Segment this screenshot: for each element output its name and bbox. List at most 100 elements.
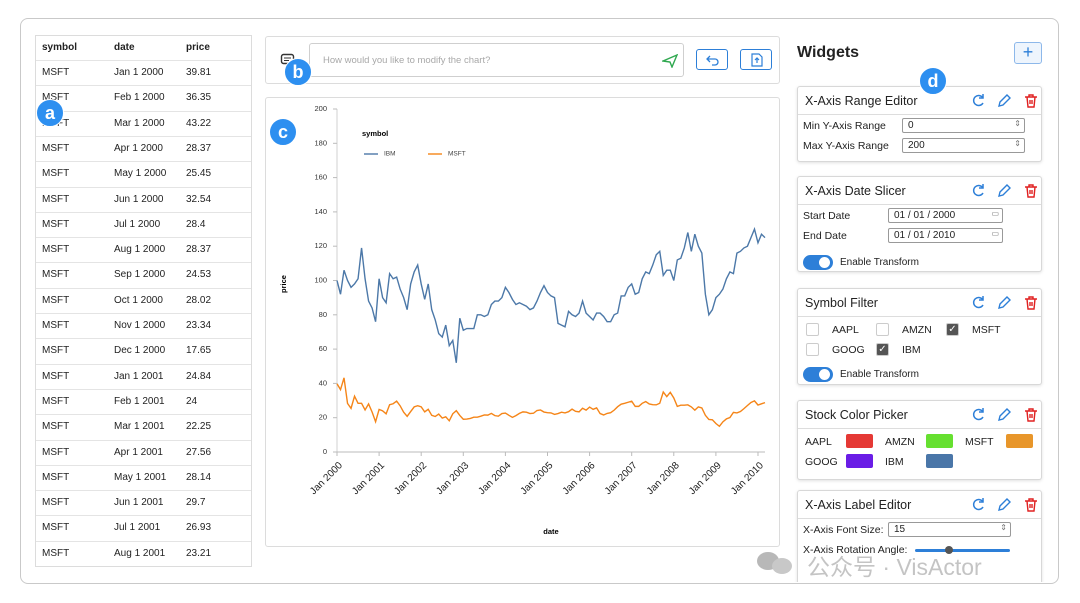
y-tick-label: 0 bbox=[323, 447, 327, 456]
color-swatch[interactable] bbox=[926, 454, 953, 468]
refresh-icon[interactable] bbox=[971, 407, 987, 423]
refresh-icon[interactable] bbox=[971, 93, 987, 109]
undo-button[interactable] bbox=[696, 49, 728, 70]
refresh-icon[interactable] bbox=[971, 497, 987, 513]
delete-icon-glyph bbox=[1025, 498, 1037, 512]
edit-icon-glyph bbox=[998, 408, 1011, 421]
x-tick-label: Jan 2007 bbox=[603, 460, 640, 497]
toggle-switch[interactable] bbox=[803, 366, 833, 382]
toggle-switch[interactable] bbox=[803, 254, 833, 270]
table-row-border bbox=[36, 540, 251, 542]
slider-track[interactable] bbox=[915, 548, 1010, 552]
checkbox[interactable] bbox=[876, 323, 889, 336]
edit-icon-glyph bbox=[998, 498, 1011, 511]
x-tick-label: Jan 2000 bbox=[308, 460, 345, 497]
delete-icon[interactable] bbox=[1023, 407, 1039, 423]
edit-icon-glyph bbox=[998, 184, 1011, 197]
checkbox-label: GOOG bbox=[832, 344, 865, 356]
watermark-icon bbox=[757, 552, 792, 574]
x-tick-label: Jan 2006 bbox=[561, 460, 598, 497]
table-cell: MSFT bbox=[42, 92, 70, 104]
send-icon[interactable] bbox=[662, 54, 678, 68]
refresh-icon-glyph bbox=[972, 296, 984, 309]
y-axis-title: price bbox=[279, 275, 288, 293]
table-cell: MSFT bbox=[42, 67, 70, 78]
y-tick-label: 20 bbox=[319, 413, 327, 422]
table-row-border bbox=[36, 211, 251, 213]
widget-card: Stock Color Picker AAPL AMZN MSFT GOOG IBM bbox=[797, 400, 1042, 480]
badge: b bbox=[284, 58, 312, 86]
data-table: symbol date price MSFT Jan 1 2000 39.81 MSFT Fe… bbox=[35, 35, 252, 567]
checkbox-label: IBM bbox=[902, 344, 921, 356]
color-label: AAPL bbox=[805, 436, 832, 448]
table-row-border bbox=[36, 414, 251, 416]
refresh-icon[interactable] bbox=[971, 295, 987, 311]
delete-icon[interactable] bbox=[1023, 183, 1039, 199]
field-input[interactable]: 01 / 01 / 2010 ▭ bbox=[888, 227, 1003, 243]
field-spinner: ⇕ bbox=[1014, 138, 1021, 148]
table-cell: May 1 2001 bbox=[114, 471, 167, 483]
delete-icon-glyph bbox=[1025, 296, 1037, 310]
series-line bbox=[336, 377, 766, 428]
edit-icon-glyph bbox=[998, 94, 1011, 107]
field-input[interactable]: 200 ⇕ bbox=[902, 137, 1025, 153]
refresh-icon[interactable] bbox=[971, 183, 987, 199]
edit-icon[interactable] bbox=[996, 497, 1012, 513]
widget-divider bbox=[798, 204, 1041, 205]
color-swatch[interactable] bbox=[846, 434, 873, 448]
checkbox[interactable]: ✓ bbox=[946, 323, 959, 336]
watermark: 公众号 · VisActor bbox=[755, 548, 1055, 580]
table-cell: Jul 1 2000 bbox=[114, 218, 161, 230]
table-cell: Aug 1 2001 bbox=[114, 547, 166, 559]
color-swatch[interactable] bbox=[926, 434, 953, 448]
field-input[interactable]: 0 ⇕ bbox=[902, 118, 1025, 133]
table-cell: 28.4 bbox=[186, 218, 206, 230]
delete-icon[interactable] bbox=[1023, 295, 1039, 311]
checkbox[interactable] bbox=[806, 323, 819, 336]
delete-icon[interactable] bbox=[1023, 93, 1039, 109]
field-input[interactable]: 15 ⇕ bbox=[888, 522, 1011, 537]
color-label: MSFT bbox=[965, 436, 994, 448]
chart-panel: 0 20 40 60 80 100 120 140 160 180 200 Jan 2000 Jan 2… bbox=[265, 97, 780, 547]
table-cell: MSFT bbox=[42, 471, 70, 483]
field-input[interactable]: 01 / 01 / 2000 ▭ bbox=[888, 208, 1003, 223]
x-tick-label: Jan 2008 bbox=[645, 460, 682, 497]
checkbox[interactable] bbox=[806, 343, 819, 356]
prompt-input[interactable]: How would you like to modify the chart? bbox=[309, 43, 684, 77]
widget-card: Symbol Filter AAPL AMZN ✓ MSFT GOOG ✓ IBM Enable… bbox=[797, 288, 1042, 385]
widget-divider bbox=[798, 428, 1041, 429]
slider-thumb[interactable] bbox=[945, 545, 953, 554]
table-cell: Jul 1 2001 bbox=[114, 522, 161, 534]
y-tick-label: 160 bbox=[314, 173, 327, 182]
table-cell: Oct 1 2000 bbox=[114, 294, 163, 306]
delete-icon[interactable] bbox=[1023, 497, 1039, 513]
toggle-label: Enable Transform bbox=[840, 256, 919, 268]
table-cell: Sep 1 2000 bbox=[114, 269, 166, 281]
add-widget-button[interactable]: + bbox=[1014, 42, 1042, 64]
table-cell: MSFT bbox=[42, 142, 70, 154]
edit-icon[interactable] bbox=[996, 93, 1012, 109]
color-swatch[interactable] bbox=[1006, 434, 1033, 448]
table-cell: MSFT bbox=[42, 345, 70, 357]
edit-icon[interactable] bbox=[996, 407, 1012, 423]
color-swatch[interactable] bbox=[846, 454, 873, 468]
field-value: 15 bbox=[894, 524, 906, 535]
y-tick-label: 140 bbox=[314, 207, 327, 216]
field-value: 200 bbox=[908, 139, 925, 151]
y-tick-label: 200 bbox=[314, 104, 327, 113]
table-cell: MSFT bbox=[42, 269, 70, 281]
table-row-border bbox=[36, 262, 251, 264]
edit-icon[interactable] bbox=[996, 295, 1012, 311]
table-row-border bbox=[36, 388, 251, 390]
delete-icon-glyph bbox=[1025, 94, 1037, 108]
checkbox[interactable]: ✓ bbox=[876, 343, 889, 356]
table-cell: 32.54 bbox=[186, 193, 212, 205]
table-cell: Jan 1 2000 bbox=[114, 67, 164, 78]
table-header: date bbox=[114, 42, 135, 53]
table-row-border bbox=[36, 237, 251, 239]
prompt-panel: How would you like to modify the chart? bbox=[265, 36, 780, 84]
export-button[interactable] bbox=[740, 49, 772, 70]
widget-card: X-Axis Range Editor Min Y-Axis Range 0 ⇕ Max… bbox=[797, 86, 1042, 162]
checkbox-label: AAPL bbox=[832, 324, 859, 336]
edit-icon[interactable] bbox=[996, 183, 1012, 199]
